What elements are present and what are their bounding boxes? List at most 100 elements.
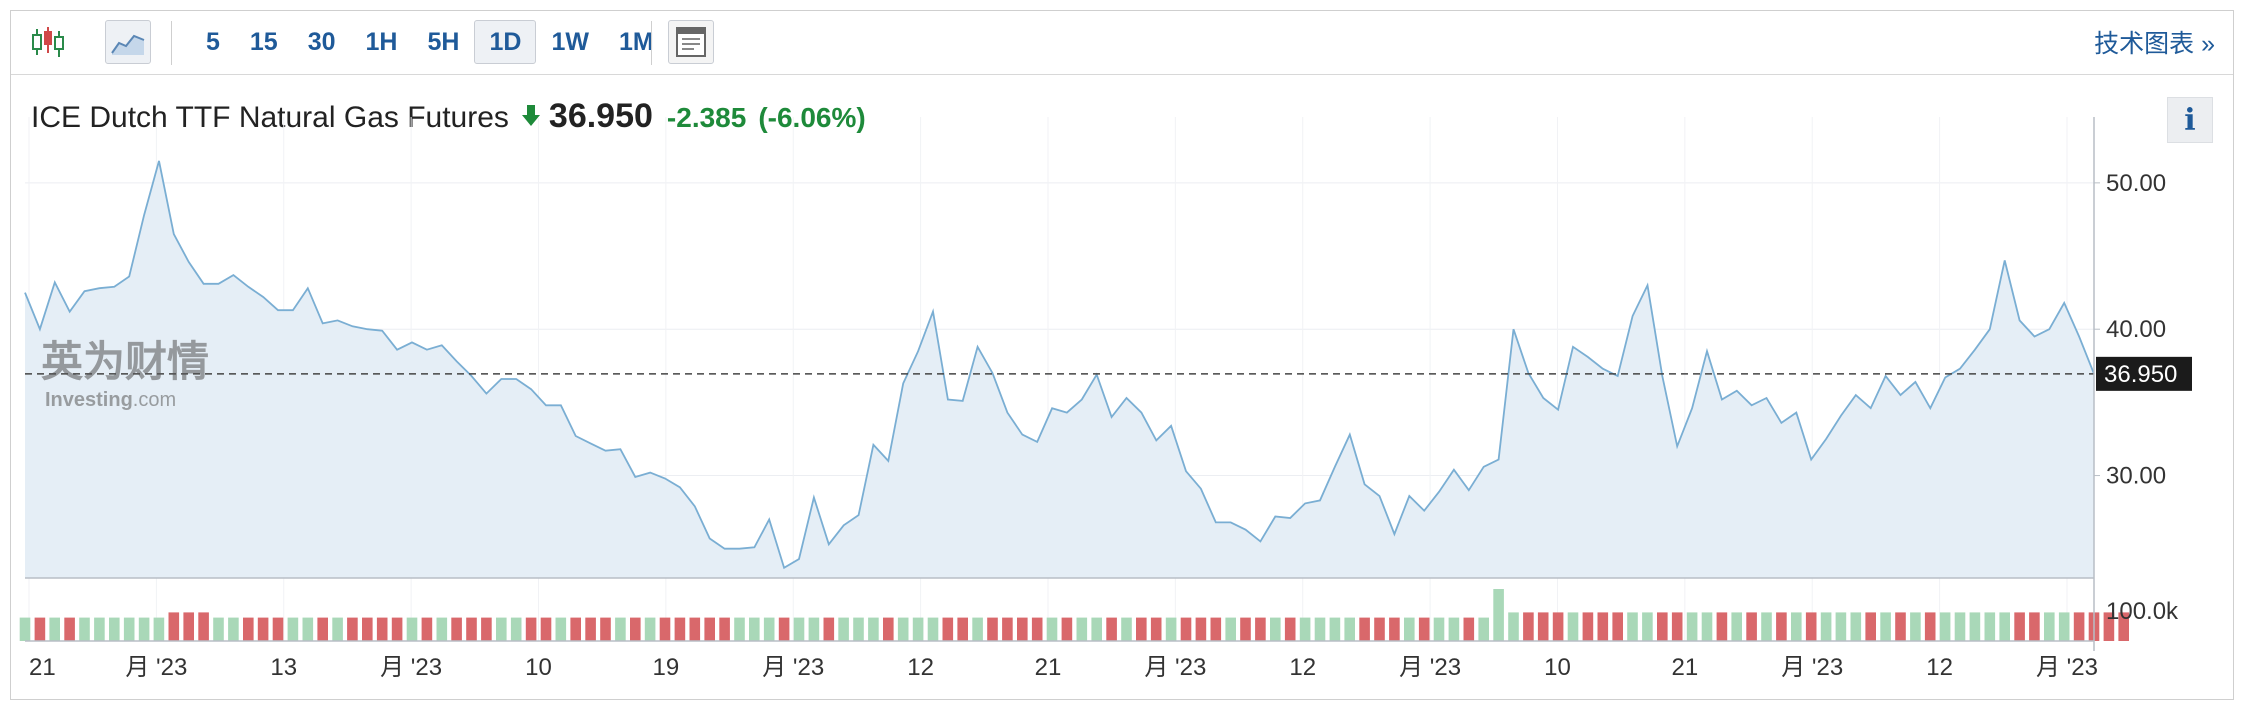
y-tick-label: 40.00 (2106, 316, 2166, 343)
volume-bar (1939, 612, 1951, 641)
volume-bar (1329, 617, 1341, 641)
volume-bar (704, 617, 715, 641)
volume-bar (1910, 612, 1921, 641)
x-tick-label: 12 (1289, 654, 1316, 681)
chart-settings-icon[interactable] (668, 20, 714, 64)
volume-bar (1746, 612, 1757, 641)
volume-bar (287, 617, 299, 641)
volume-bar (1359, 617, 1370, 641)
x-tick-label: 10 (1544, 654, 1571, 681)
volume-bar (1493, 589, 1504, 641)
volume-bar (19, 617, 31, 641)
volume-bar (317, 617, 328, 641)
x-tick-label: 12 (907, 654, 934, 681)
volume-bar (109, 617, 120, 641)
technical-chart-link[interactable]: 技术图表 » (2094, 30, 2215, 58)
volume-bar (585, 617, 596, 641)
info-button[interactable]: i (2167, 97, 2213, 143)
interval-1w[interactable]: 1W (551, 27, 589, 56)
volume-bar (1597, 612, 1609, 641)
volume-bar (1418, 617, 1430, 641)
volume-bar (406, 617, 418, 641)
volume-bar (496, 617, 507, 641)
volume-bar (1404, 617, 1415, 641)
volume-bar (123, 617, 135, 641)
last-price-label: 36.950 (2104, 361, 2177, 388)
volume-bar (1761, 612, 1772, 641)
volume-bar (1716, 612, 1728, 641)
volume-bar (1999, 612, 2010, 641)
volume-bar (570, 617, 581, 641)
x-tick-label: 13 (270, 654, 297, 681)
x-tick-label: 月 '23 (125, 654, 187, 681)
y-tick-label: 50.00 (2106, 170, 2166, 197)
volume-bar (1686, 612, 1698, 641)
volume-bar (481, 617, 492, 641)
interval-1m[interactable]: 1M (618, 27, 654, 56)
x-tick-label: 月 '23 (2036, 654, 2098, 681)
volume-bar (302, 617, 314, 641)
volume-bar (778, 617, 790, 641)
price-change-percent: (-6.06%) (758, 102, 866, 133)
volume-bar (510, 617, 522, 641)
volume-bar (972, 617, 983, 641)
volume-bar (1150, 617, 1162, 641)
volume-bar (79, 617, 90, 641)
volume-bar (853, 617, 864, 641)
volume-bar (2029, 612, 2040, 641)
interval-30[interactable]: 30 (307, 27, 336, 56)
x-tick-label: 月 '23 (380, 654, 442, 681)
volume-bar (213, 617, 224, 641)
instrument-name: ICE Dutch TTF Natural Gas Futures (31, 101, 509, 134)
volume-bar (644, 617, 656, 641)
volume-bar (912, 617, 924, 641)
volume-bar (2073, 612, 2085, 641)
volume-bar (1165, 617, 1177, 641)
price-area (24, 160, 2095, 578)
interval-5[interactable]: 5 (206, 27, 220, 56)
volume-bar (1567, 612, 1579, 641)
x-tick-label: 月 '23 (1144, 654, 1206, 681)
volume-bar (1255, 617, 1266, 641)
volume-bar (1612, 612, 1623, 641)
price-line (24, 160, 2095, 570)
volume-bar (808, 617, 820, 641)
y-tick-label: 30.00 (2106, 463, 2166, 490)
interval-1h[interactable]: 1H (365, 27, 398, 56)
volume-bar (168, 612, 180, 641)
volume-bar (466, 617, 477, 641)
watermark-en: Investing.com (45, 389, 176, 411)
volume-bar (1984, 612, 1996, 641)
volume-bar (1731, 612, 1742, 641)
volume-bar (1240, 617, 1251, 641)
volume-bar (1657, 612, 1668, 641)
volume-bar (1552, 612, 1564, 641)
volume-bar (1448, 617, 1460, 641)
candlestick-icon[interactable] (25, 20, 71, 64)
interval-15[interactable]: 15 (249, 27, 278, 56)
volume-bar (749, 617, 760, 641)
volume-bar (1523, 612, 1534, 641)
area-chart-icon[interactable] (105, 20, 151, 64)
volume-bar (1002, 617, 1013, 641)
interval-1d[interactable]: 1D (474, 20, 537, 64)
interval-5h[interactable]: 5H (427, 27, 460, 56)
volume-bar (2014, 612, 2025, 641)
volume-bar (1969, 612, 1981, 641)
volume-bar (1061, 617, 1073, 641)
x-tick-label: 21 (29, 654, 56, 681)
volume-bar (1865, 612, 1876, 641)
volume-tick-label: 100.0k (2106, 598, 2179, 625)
volume-bar (600, 617, 611, 641)
x-tick-label: 19 (653, 654, 680, 681)
volume-bar (49, 617, 60, 641)
volume-bar (2044, 612, 2055, 641)
chart-axes (25, 117, 2100, 651)
volume-bar (198, 612, 209, 641)
volume-bar (763, 617, 775, 641)
volume-bar (332, 617, 343, 641)
volume-bar (2118, 612, 2129, 641)
volume-bar (793, 617, 805, 641)
watermark-logo: 英为财情 Investing.com (41, 337, 209, 411)
volume-bar (1954, 612, 1966, 641)
